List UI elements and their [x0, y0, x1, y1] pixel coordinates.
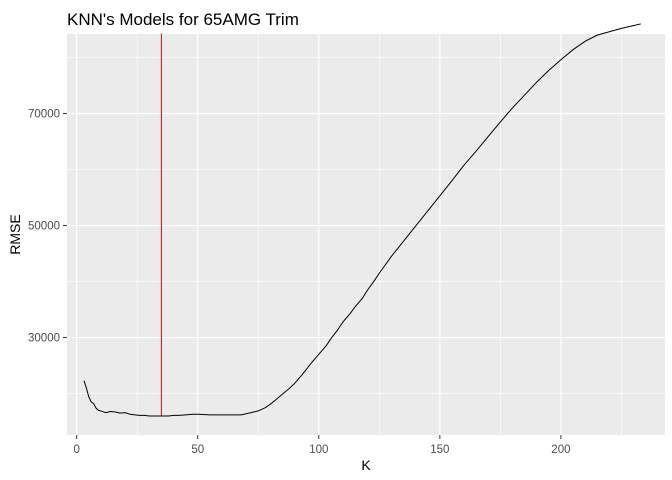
x-tick-label: 100 — [309, 444, 328, 456]
x-axis-ticks: 0 50 100 150 200 — [73, 435, 570, 456]
x-tick-label: 0 — [73, 444, 79, 456]
y-tick-label: 30000 — [28, 333, 60, 345]
major-gridlines — [67, 34, 665, 435]
data-marks — [83, 23, 641, 417]
y-axis-ticks: 30000 50000 70000 — [28, 109, 67, 345]
y-tick-label: 50000 — [28, 221, 60, 233]
y-axis-title: RMSE — [7, 214, 23, 254]
rmse-series-line — [83, 23, 641, 417]
x-tick-label: 50 — [191, 444, 204, 456]
minor-gridlines — [67, 34, 665, 435]
x-tick-label: 150 — [430, 444, 449, 456]
chart-title: KNN's Models for 65AMG Trim — [67, 10, 299, 29]
x-axis-title: K — [361, 457, 371, 473]
y-tick-label: 70000 — [28, 109, 60, 121]
plot-panel — [67, 34, 665, 435]
x-tick-label: 200 — [551, 444, 570, 456]
